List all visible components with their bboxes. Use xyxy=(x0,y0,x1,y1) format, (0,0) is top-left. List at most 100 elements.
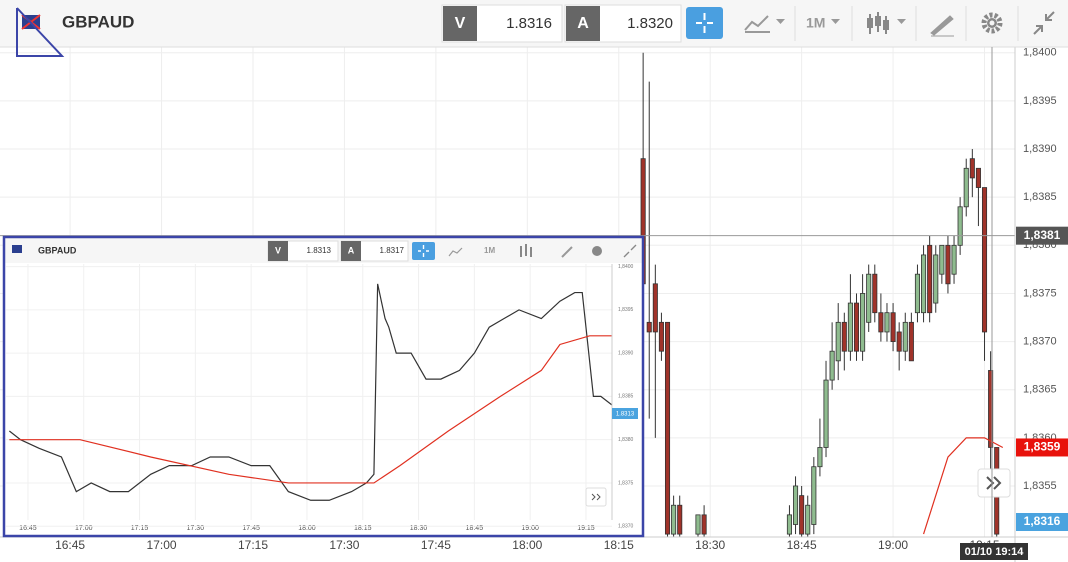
inset-price-tag-label: 1.8313 xyxy=(616,412,635,418)
candle-body xyxy=(853,302,860,352)
inset-buy-label: A xyxy=(348,245,355,255)
y-tick-label: 1,8395 xyxy=(1023,95,1057,107)
drawing-triangle[interactable] xyxy=(16,7,65,57)
inset-crosshair xyxy=(412,242,435,260)
inset-x-tick-label: 16:45 xyxy=(19,525,37,532)
candle-body xyxy=(872,273,878,314)
candle-body xyxy=(695,514,701,535)
settings-icon[interactable] xyxy=(981,12,1003,34)
settings-hole xyxy=(989,20,995,26)
candle-body xyxy=(805,504,811,535)
candle-body xyxy=(957,206,963,246)
candle-body xyxy=(658,321,664,352)
inset-crosshair-icon xyxy=(418,245,429,257)
price-tag-label: 1,8381 xyxy=(1024,228,1061,242)
inset-draw-icon xyxy=(561,246,573,258)
time-tag-label: 01/10 19:14 xyxy=(965,546,1025,558)
candle-body xyxy=(799,495,805,535)
candle-body xyxy=(945,244,951,285)
candle-body xyxy=(847,302,853,352)
candle-body xyxy=(939,244,945,275)
candle-body xyxy=(866,273,872,323)
price-tag xyxy=(1016,438,1068,457)
dropdown xyxy=(831,19,840,24)
candle-icon-body xyxy=(883,20,889,30)
main-axis: 1,8400 1,8395 1,8390 1,8385 1,8380 1,8375 1,83… xyxy=(0,47,1068,562)
dropdown xyxy=(897,19,906,24)
candle-body xyxy=(963,167,969,208)
inset-x-tick-label: 18:15 xyxy=(354,525,372,532)
candle-body xyxy=(884,312,890,333)
time-tag xyxy=(960,543,1028,560)
x-tick-label: 17:45 xyxy=(421,538,451,552)
timeframe[interactable]: 1M xyxy=(806,15,825,31)
inset-y-tick-label: 1,8375 xyxy=(618,480,634,486)
inset-y-tick-label: 1,8400 xyxy=(618,264,634,270)
inset-sell-price: 1.8313 xyxy=(307,246,332,255)
sell-tag xyxy=(443,6,477,41)
candle-body xyxy=(646,321,652,333)
candle-body xyxy=(981,187,988,333)
candle-body xyxy=(786,514,792,535)
y-tick-label: 1,8400 xyxy=(1023,47,1057,59)
inset-y-tick-label: 1,8395 xyxy=(618,307,634,313)
line-series xyxy=(922,437,1004,535)
x-tick-label: 17:00 xyxy=(147,538,177,552)
candle-body xyxy=(817,447,823,468)
inset-bg xyxy=(4,237,643,536)
inset-y-tick-label: 1,8370 xyxy=(618,524,634,530)
candle-body xyxy=(811,466,817,525)
crosshair-button[interactable] xyxy=(686,7,723,39)
inset-border[interactable] xyxy=(2,235,645,538)
dropdown xyxy=(776,19,785,24)
candle-body xyxy=(921,254,927,314)
scroll-icon xyxy=(986,476,1002,490)
line-series xyxy=(8,283,612,501)
inset-x-tick-label: 18:45 xyxy=(466,525,484,532)
inset-x-tick-label: 18:30 xyxy=(410,525,428,532)
x-tick-label: 18:30 xyxy=(695,538,725,552)
candle-body xyxy=(878,312,884,333)
inset-y-tick-label: 1,8385 xyxy=(618,394,634,400)
price-tag xyxy=(1016,513,1068,531)
inset-sell-label: V xyxy=(275,245,281,255)
inset-y-tick-label: 1,8390 xyxy=(618,350,634,356)
inset-scroll-icon xyxy=(591,493,601,501)
y-tick-label: 1,8375 xyxy=(1023,287,1057,299)
candle-body xyxy=(896,331,902,352)
inset-x-tick-label: 19:00 xyxy=(521,525,539,532)
sell-price: 1.8316 xyxy=(506,15,552,32)
draw-icon[interactable] xyxy=(930,15,954,37)
candle-body xyxy=(823,379,829,448)
inset-scroll-button xyxy=(585,487,607,507)
candle-body xyxy=(671,504,677,535)
indicator-icon[interactable] xyxy=(744,15,770,33)
x-tick-label: 17:30 xyxy=(329,538,359,552)
inset-collapse xyxy=(623,244,637,258)
inset-x-tick-label: 17:30 xyxy=(187,525,205,532)
inset-settings xyxy=(592,246,602,256)
x-tick-label: 16:45 xyxy=(55,538,85,552)
candle-body xyxy=(951,244,957,275)
inset-flag xyxy=(12,245,22,253)
x-tick-label: 18:15 xyxy=(604,538,634,552)
inset-symbol: GBPAUD xyxy=(38,245,77,255)
inset-chart: GBPAUD V 1.8313 A 1.8317 1M 16:45 17:00 17… xyxy=(2,235,645,538)
candle-body xyxy=(914,273,920,314)
inset-price-tag xyxy=(612,408,638,419)
candle-body xyxy=(664,321,671,535)
inset-x-tick-label: 17:45 xyxy=(242,525,260,532)
candle-body xyxy=(927,244,933,314)
inset-timeframe: 1M xyxy=(484,246,495,255)
candle-body xyxy=(969,158,975,179)
buy-tag xyxy=(566,6,600,41)
y-tick-label: 1,8385 xyxy=(1023,191,1057,203)
candle-body xyxy=(677,504,683,535)
candle-body xyxy=(890,312,896,342)
sell-label: V xyxy=(455,15,466,32)
x-tick-label: 19:00 xyxy=(878,538,908,552)
price-tag-label: 1,8316 xyxy=(1024,514,1061,528)
y-tick-label: 1,8390 xyxy=(1023,143,1057,155)
collapse-icon[interactable] xyxy=(1033,11,1055,35)
